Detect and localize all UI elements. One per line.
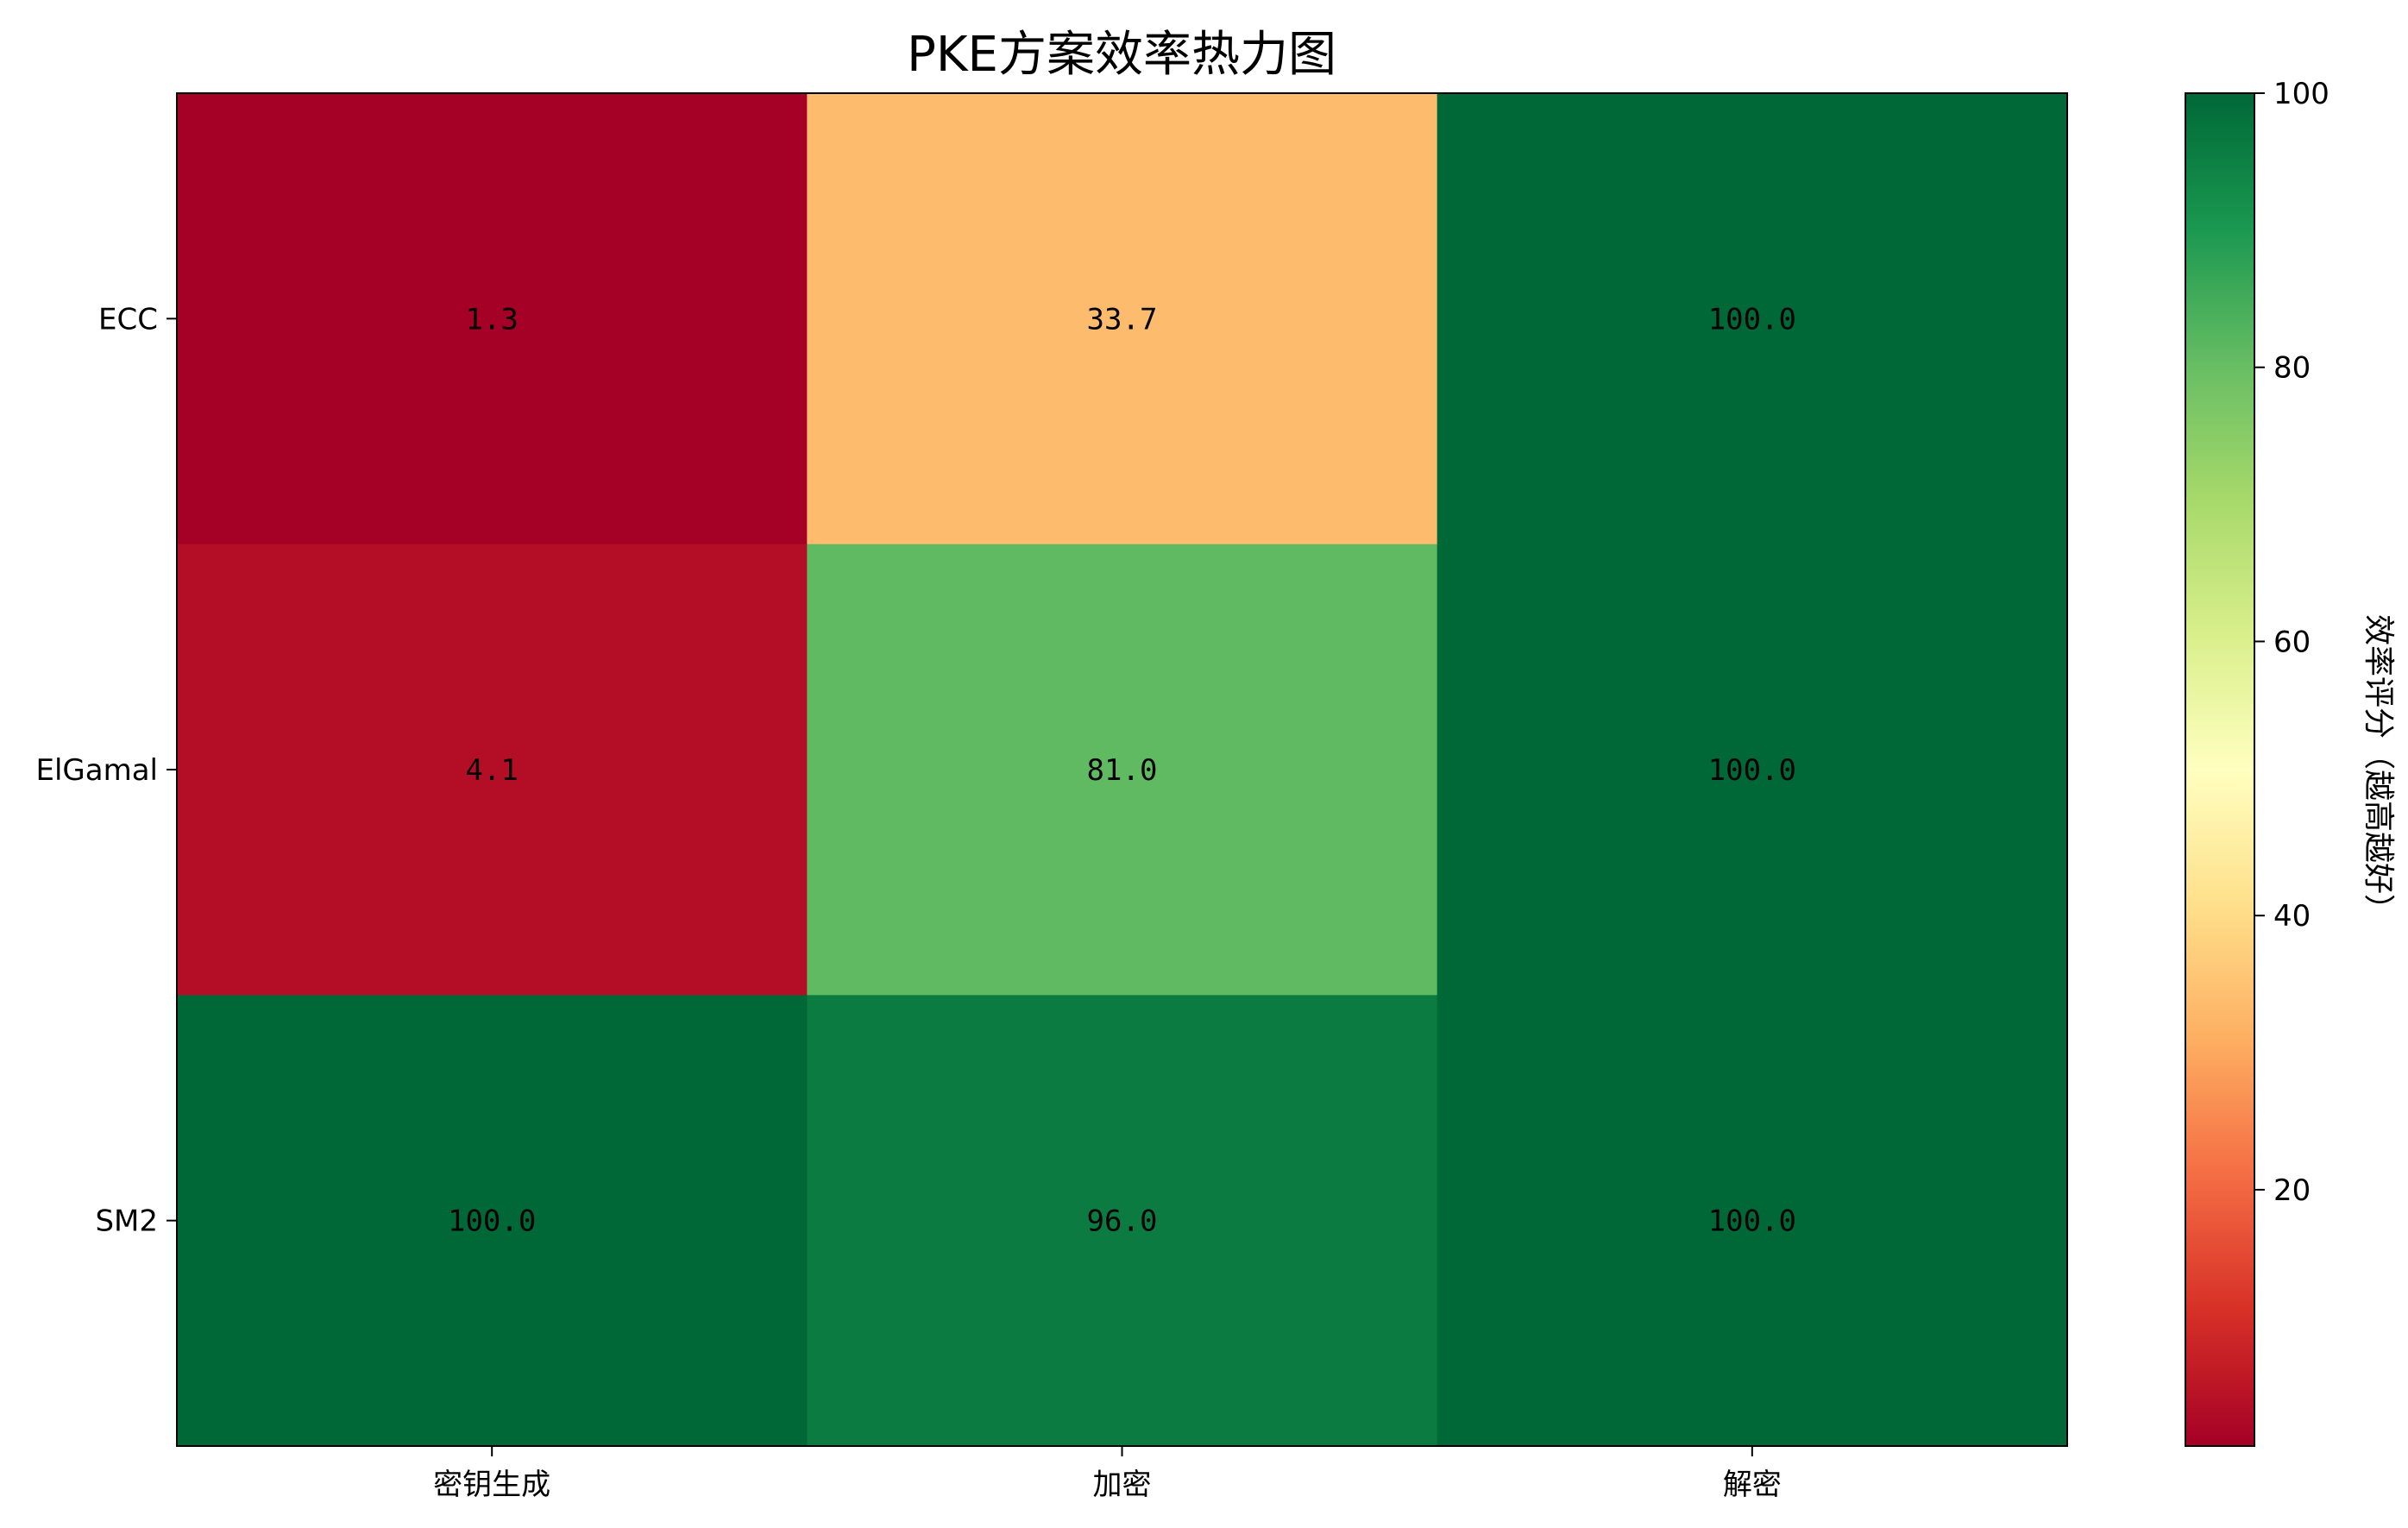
colorbar-tick-label: 40 xyxy=(2273,899,2311,934)
heatmap-cell xyxy=(1437,93,2068,545)
y-tick-label: SM2 xyxy=(95,1204,158,1239)
colorbar-label: 效率评分（越高越好） xyxy=(2361,614,2396,925)
cell-value-label: 100.0 xyxy=(448,1204,536,1239)
colorbar-tick-label: 80 xyxy=(2273,351,2311,386)
cell-value-label: 33.7 xyxy=(1087,302,1158,336)
cell-value-label: 1.3 xyxy=(465,302,518,336)
cell-value-label: 81.0 xyxy=(1087,753,1158,788)
x-tick-label: 密钥生成 xyxy=(433,1468,550,1502)
heatmap-cell xyxy=(1437,995,2068,1447)
colorbar-gradient xyxy=(2185,93,2254,1446)
x-tick-label: 解密 xyxy=(1723,1468,1782,1502)
heatmap-cell xyxy=(177,544,808,996)
cell-value-label: 100.0 xyxy=(1708,1204,1796,1239)
colorbar-tick-label: 60 xyxy=(2273,625,2311,659)
heatmap-cell xyxy=(807,995,1438,1447)
cell-value-label: 96.0 xyxy=(1087,1204,1158,1239)
y-tick-label: ElGamal xyxy=(35,753,158,788)
cell-value-label: 100.0 xyxy=(1708,753,1796,788)
colorbar-frame xyxy=(2185,92,2255,1447)
heatmap-cell-labels: 1.3 33.7 100.0 4.1 81.0 100.0 100.0 96.0 100.0 xyxy=(448,302,1796,1238)
x-axis: 密钥生成 加密 解密 xyxy=(433,1446,1782,1502)
chart-title: PKE方案效率热力图 xyxy=(907,27,1336,83)
cell-value-label: 100.0 xyxy=(1708,302,1796,336)
colorbar-ticks: 20 40 60 80 100 xyxy=(2254,77,2329,1208)
heatmap-cells xyxy=(177,93,2068,1447)
y-axis: ECC ElGamal SM2 xyxy=(35,302,177,1239)
colorbar-tick-label: 100 xyxy=(2273,77,2329,111)
x-tick-label: 加密 xyxy=(1093,1468,1152,1502)
heatmap-cell xyxy=(1437,544,2068,996)
heatmap-cell xyxy=(177,93,808,545)
heatmap-cell xyxy=(177,995,808,1447)
heatmap-cell xyxy=(807,93,1438,545)
y-tick-label: ECC xyxy=(98,302,158,336)
colorbar: 20 40 60 80 100 效率评分（越高越好） xyxy=(2185,77,2396,1447)
heatmap-cell xyxy=(807,544,1438,996)
colorbar-tick-label: 20 xyxy=(2273,1173,2311,1208)
cell-value-label: 4.1 xyxy=(465,753,518,788)
